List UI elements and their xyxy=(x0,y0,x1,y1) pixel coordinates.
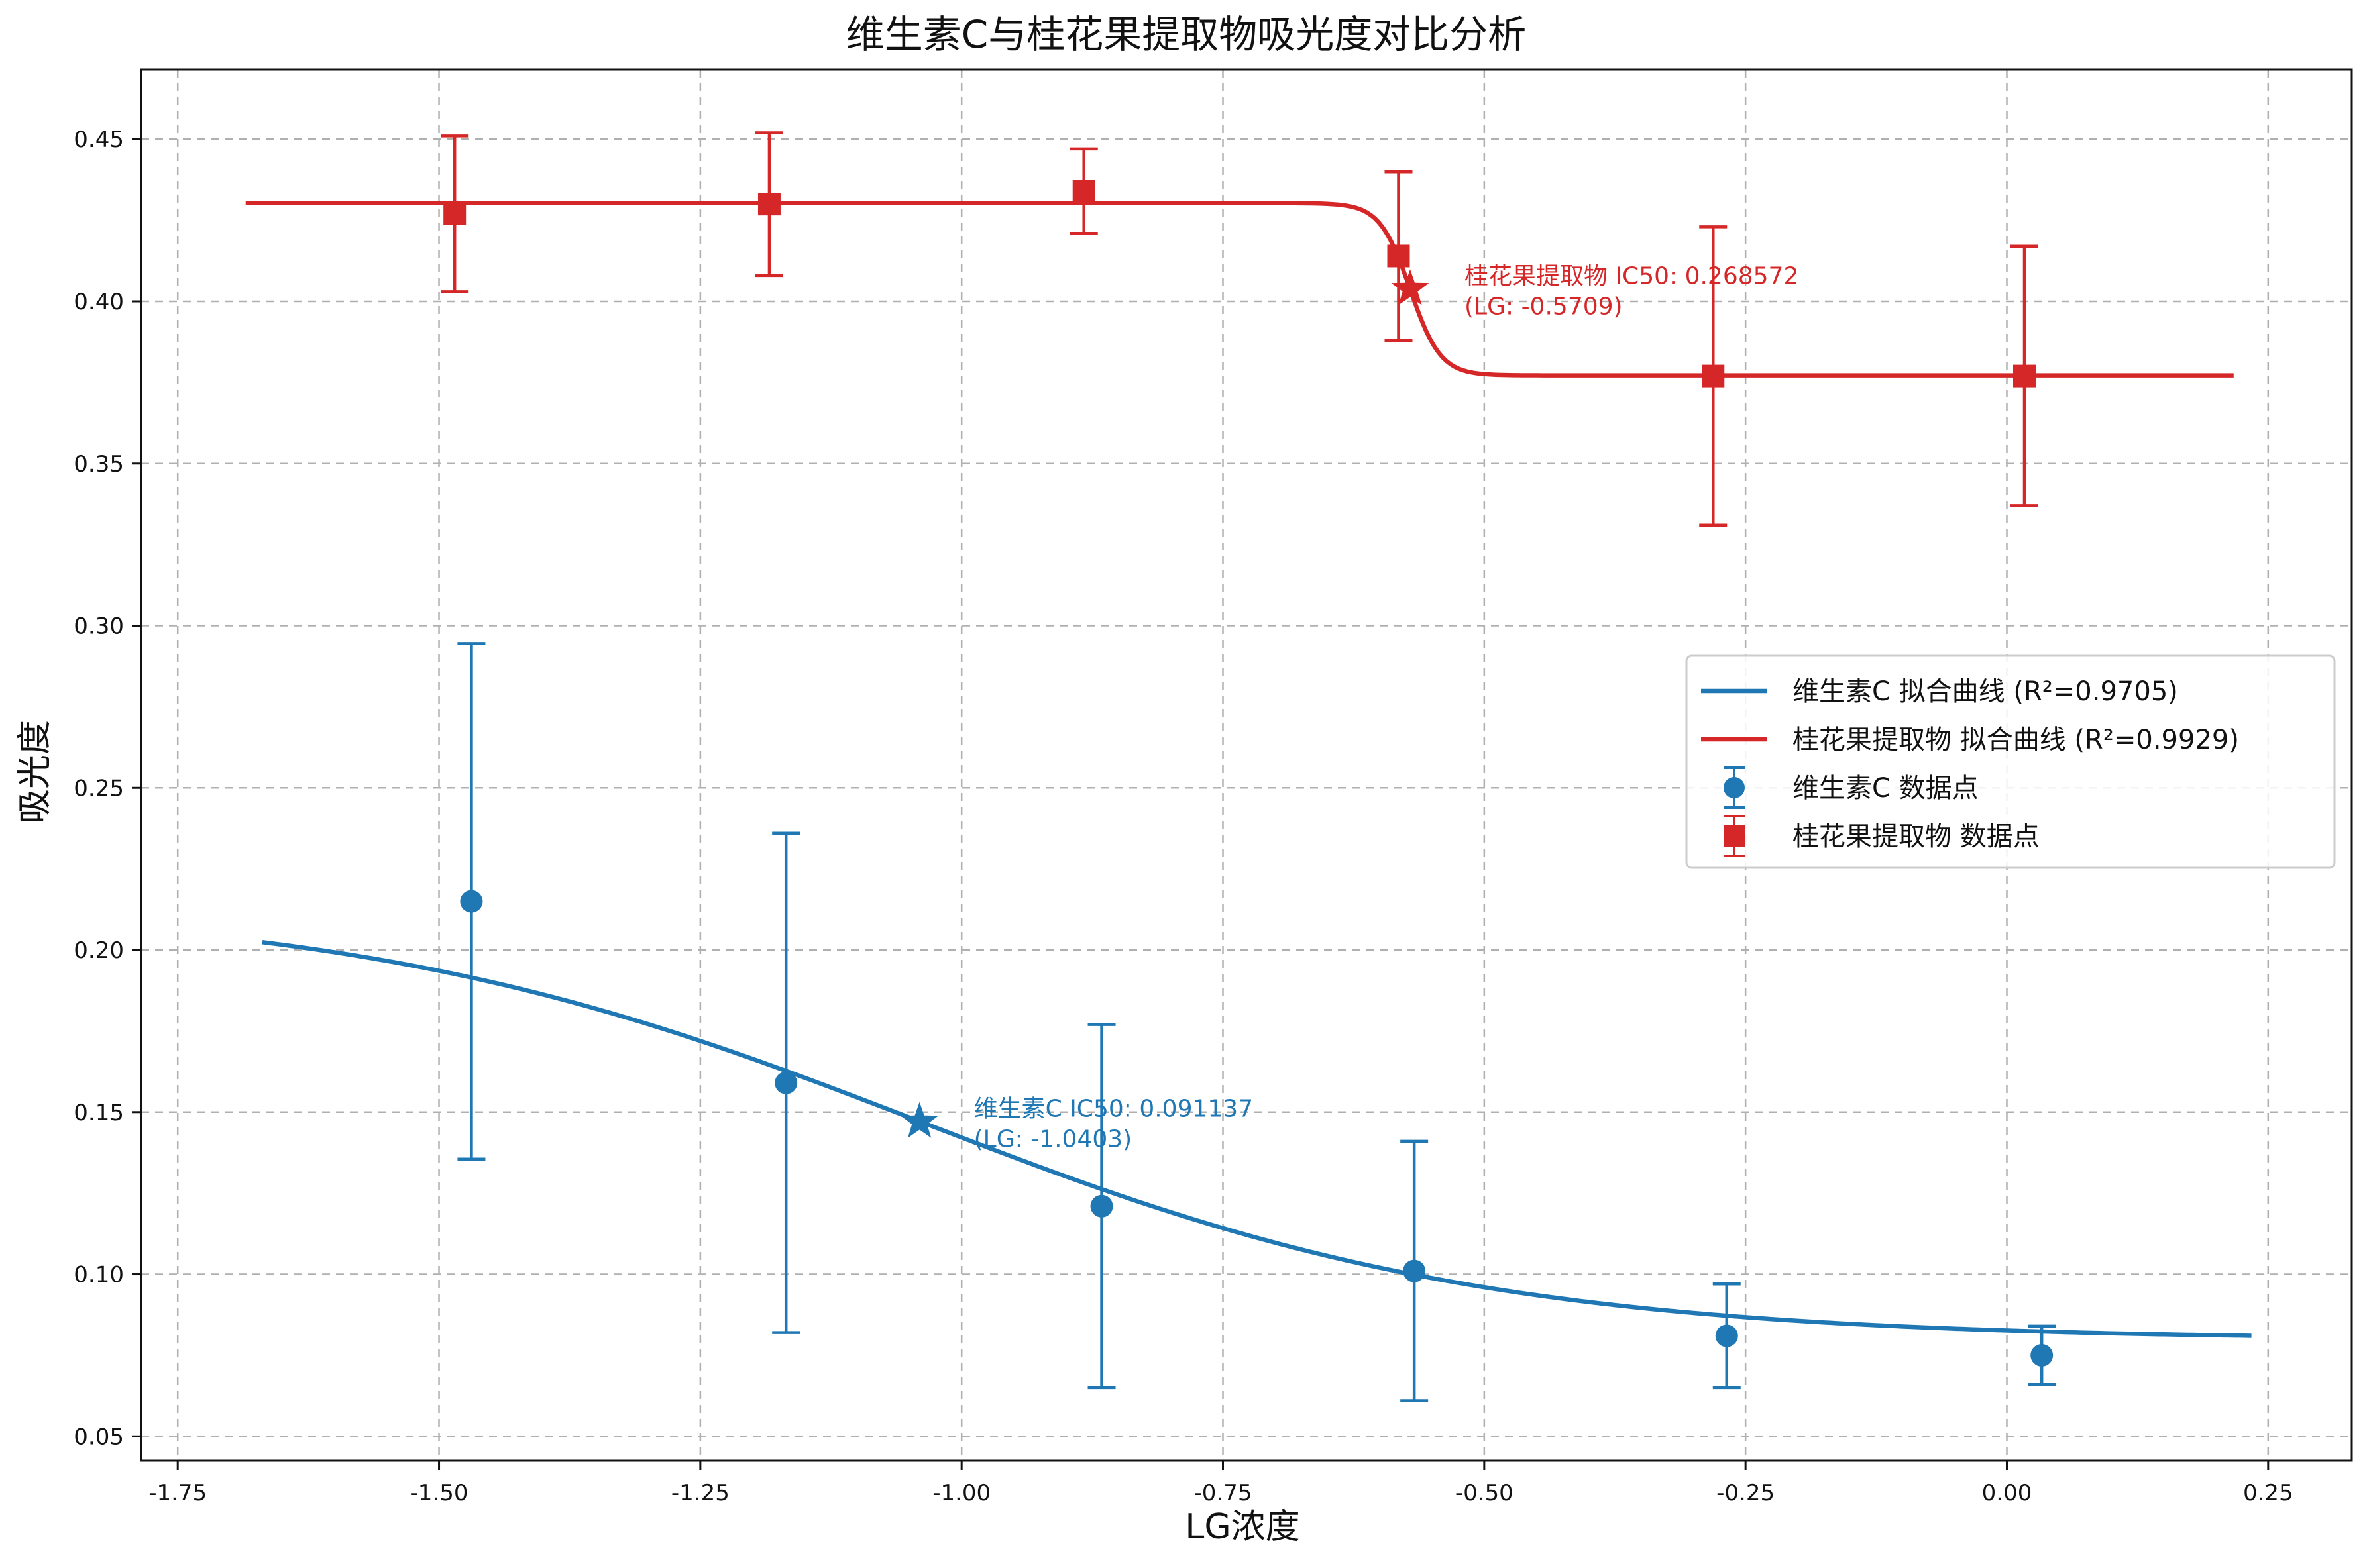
legend-marker xyxy=(1724,825,1745,847)
ic50-label: 维生素C IC50: 0.091137 xyxy=(974,1095,1254,1122)
y-tick-label: 0.20 xyxy=(74,937,124,964)
chart-title: 维生素C与桂花果提取物吸光度对比分析 xyxy=(846,12,1527,57)
legend-label: 维生素C 拟合曲线 (R²=0.9705) xyxy=(1792,676,2178,707)
point-marker xyxy=(1702,364,1725,388)
plot-frame xyxy=(140,68,2353,1462)
x-axis-ticks: -1.75 -1.50 -1.25 -1.00 -0.75 -0.50 -0.25 0.00 0… xyxy=(148,1461,2293,1506)
point-marker xyxy=(757,193,781,216)
x-tick-label: -1.75 xyxy=(148,1480,207,1506)
legend: 维生素C 拟合曲线 (R²=0.9705) 桂花果提取物 拟合曲线 (R²=0.9… xyxy=(1685,654,2336,869)
fit-curve xyxy=(245,201,2234,378)
legend-label: 桂花果提取物 数据点 xyxy=(1792,821,2040,852)
ic50-marker: 桂花果提取物 IC50: 0.268572 (LG: -0.5709) xyxy=(1391,262,1798,320)
data-point xyxy=(1400,1139,1429,1402)
legend-label: 桂花果提取物 拟合曲线 (R²=0.9929) xyxy=(1792,725,2239,755)
data-point xyxy=(1712,1282,1741,1390)
fit-curves xyxy=(245,201,2252,1338)
x-tick-label: 0.00 xyxy=(1982,1480,2032,1506)
x-tick-label: 0.25 xyxy=(2243,1480,2293,1506)
legend-box xyxy=(1685,654,2336,869)
point-marker xyxy=(1387,244,1410,268)
data-point xyxy=(1087,1023,1116,1390)
fit-curve xyxy=(262,940,2252,1338)
point-marker xyxy=(1072,180,1095,203)
y-tick-label: 0.05 xyxy=(74,1424,124,1450)
y-tick-label: 0.30 xyxy=(74,613,124,640)
data-point xyxy=(1070,147,1098,235)
x-tick-label: -1.50 xyxy=(410,1480,468,1506)
ic50-markers: 维生素C IC50: 0.091137 (LG: -1.0403) 桂花果提取物 I… xyxy=(901,262,1798,1153)
x-axis-label: LG浓度 xyxy=(1185,1507,1299,1547)
x-tick-label: -1.00 xyxy=(932,1480,991,1506)
y-tick-label: 0.15 xyxy=(74,1100,124,1126)
legend-label: 维生素C 数据点 xyxy=(1792,773,1979,804)
data-point xyxy=(2010,244,2038,507)
x-tick-label: -0.50 xyxy=(1455,1480,1513,1506)
data-point xyxy=(772,831,800,1334)
x-tick-label: -0.25 xyxy=(1716,1480,1775,1506)
ic50-label-lg: (LG: -0.5709) xyxy=(1464,293,1623,320)
point-marker xyxy=(1715,1324,1738,1347)
data-point xyxy=(441,134,469,293)
x-tick-label: -1.25 xyxy=(671,1480,730,1506)
data-point xyxy=(1384,170,1413,342)
y-tick-label: 0.25 xyxy=(74,775,124,802)
y-tick-label: 0.10 xyxy=(74,1262,124,1288)
point-marker xyxy=(443,202,467,225)
ic50-marker: 维生素C IC50: 0.091137 (LG: -1.0403) xyxy=(901,1095,1253,1153)
point-marker xyxy=(2030,1343,2054,1367)
y-tick-label: 0.45 xyxy=(74,127,124,153)
data-point xyxy=(755,131,783,278)
legend-item: 维生素C 拟合曲线 (R²=0.9705) xyxy=(1701,676,2178,707)
point-marker xyxy=(1403,1259,1426,1282)
y-tick-label: 0.35 xyxy=(74,451,124,478)
y-tick-label: 0.40 xyxy=(74,289,124,315)
data-point xyxy=(1699,225,1728,527)
y-axis-label: 吸光度 xyxy=(15,720,55,823)
legend-item: 维生素C 数据点 xyxy=(1724,766,1979,809)
ic50-star xyxy=(901,1102,939,1138)
legend-marker xyxy=(1724,777,1745,798)
point-marker xyxy=(2012,364,2036,388)
data-point xyxy=(2028,1324,2056,1386)
point-marker xyxy=(460,890,483,913)
ic50-label-lg: (LG: -1.0403) xyxy=(974,1125,1132,1153)
data-point xyxy=(457,642,486,1161)
legend-item: 桂花果提取物 数据点 xyxy=(1724,815,2040,857)
ic50-label: 桂花果提取物 IC50: 0.268572 xyxy=(1464,262,1798,289)
ic50-star xyxy=(1391,269,1429,305)
y-axis-ticks: 0.05 0.10 0.15 0.20 0.25 0.30 0.35 0.40 0.45 xyxy=(74,127,141,1450)
data-points xyxy=(441,131,2056,1402)
point-marker xyxy=(775,1071,798,1094)
point-marker xyxy=(1090,1194,1113,1218)
x-tick-label: -0.75 xyxy=(1194,1480,1252,1506)
legend-item: 桂花果提取物 拟合曲线 (R²=0.9929) xyxy=(1701,725,2239,755)
